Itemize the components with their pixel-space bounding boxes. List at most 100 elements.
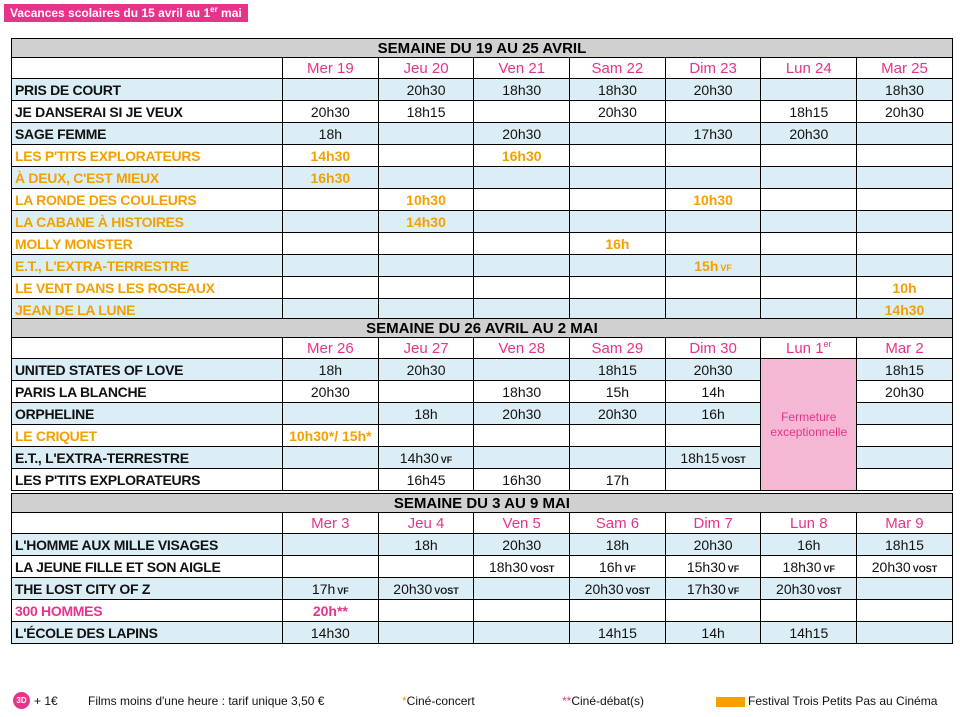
version-vost: VOST xyxy=(625,585,651,596)
film-row: THE LOST CITY OF Z 17h VF 20h30 VOST 20h30… xyxy=(11,577,953,600)
version-vf: VF xyxy=(720,262,732,273)
showtime xyxy=(282,555,379,578)
showtime xyxy=(473,621,571,644)
showtime: 18h xyxy=(282,358,379,381)
showtime: 18h15 VOST xyxy=(664,446,762,469)
day-header: Jeu 4 xyxy=(377,512,475,534)
showtime: 10h xyxy=(856,276,953,299)
day-header: Ven 5 xyxy=(473,512,571,534)
day-header: Mar 9 xyxy=(856,512,953,534)
week-2-corner xyxy=(11,337,283,359)
showtime-value: 15h xyxy=(694,257,719,274)
showtime xyxy=(569,599,666,622)
showtime xyxy=(473,100,571,123)
showtime xyxy=(282,276,379,299)
showtime xyxy=(377,424,475,447)
showtime: 17h30 VF xyxy=(664,577,762,600)
version-vf: VF xyxy=(727,585,740,596)
showtime xyxy=(664,232,762,255)
day-header: Dim 30 xyxy=(664,337,762,359)
showtime xyxy=(282,254,379,277)
showtime xyxy=(473,276,571,299)
film-title: THE LOST CITY OF Z xyxy=(11,577,283,600)
showtime xyxy=(282,533,379,556)
showtime: 20h30 xyxy=(569,100,666,123)
day-header: Jeu 27 xyxy=(377,337,475,359)
week-1-title: SEMAINE DU 19 AU 25 AVRIL xyxy=(11,38,953,58)
showtime xyxy=(856,468,953,491)
showtime xyxy=(473,358,571,381)
version-vf: VF xyxy=(823,563,835,574)
film-row: JE DANSERAI SI JE VEUX 20h30 18h15 20h30… xyxy=(11,100,953,123)
showtime xyxy=(664,144,762,167)
day-header: Sam 22 xyxy=(569,57,666,79)
showtime xyxy=(282,468,379,491)
film-row: LE CRIQUET 10h30*/ 15h* xyxy=(11,424,953,447)
day-header: Lun 1er xyxy=(760,337,858,359)
showtime xyxy=(377,254,475,277)
showtime xyxy=(664,276,762,299)
showtime: 20h30 xyxy=(569,402,666,425)
showtime: 20h30 xyxy=(473,122,571,145)
showtime: 16h30 xyxy=(473,468,571,491)
day-header: Mar 25 xyxy=(856,57,953,79)
showtime xyxy=(569,276,666,299)
week-3-title: SEMAINE DU 3 AU 9 MAI xyxy=(11,493,953,513)
film-title: E.T., L'EXTRA-TERRESTRE xyxy=(11,254,283,277)
showtime: 20h30 xyxy=(377,78,475,101)
showtime xyxy=(760,298,858,321)
showtime xyxy=(856,254,953,277)
showtime: 16h xyxy=(569,232,666,255)
legend-festival: Festival Trois Petits Pas au Cinéma xyxy=(748,694,938,708)
showtime xyxy=(377,555,475,578)
showtime xyxy=(664,468,762,491)
showtime xyxy=(760,599,858,622)
showtime xyxy=(856,621,953,644)
showtime-value: 15h30 xyxy=(686,558,726,575)
version-vf: VF xyxy=(337,585,349,596)
showtime xyxy=(856,144,953,167)
showtime: 20h30 xyxy=(473,533,571,556)
film-row: LES P'TITS EXPLORATEURS 14h30 16h30 xyxy=(11,144,953,167)
showtime: 18h30 VOST xyxy=(473,555,571,578)
showtime xyxy=(664,424,762,447)
showtime: 20h30 xyxy=(856,100,953,123)
showtime: 18h30 xyxy=(473,380,571,403)
legend-star: * xyxy=(402,694,407,708)
showtime: 18h15 xyxy=(856,533,953,556)
film-title: 300 HOMMES xyxy=(11,599,283,622)
showtime xyxy=(664,298,762,321)
showtime: 16h xyxy=(760,533,858,556)
festival-swatch xyxy=(716,697,745,707)
week-2-table: SEMAINE DU 26 AVRIL AU 2 MAI Mer 26 Jeu … xyxy=(11,318,953,491)
vacances-banner: Vacances scolaires du 15 avril au 1er ma… xyxy=(4,4,248,22)
showtime xyxy=(282,210,379,233)
legend-debat-label: Ciné-débat(s) xyxy=(571,694,645,708)
showtime: 20h30 xyxy=(856,380,953,403)
legend-3d-price: + 1€ xyxy=(34,694,58,708)
showtime xyxy=(473,599,571,622)
film-row: UNITED STATES OF LOVE 18h 20h30 18h15 20… xyxy=(11,358,953,491)
version-vost: VOST xyxy=(912,563,938,574)
showtime xyxy=(760,276,858,299)
showtime: 20h** xyxy=(282,599,379,622)
legend-short-films: Films moins d'une heure : tarif unique 3… xyxy=(88,694,325,708)
showtime: 17h30 xyxy=(664,122,762,145)
showtime xyxy=(760,166,858,189)
film-title: JEAN DE LA LUNE xyxy=(11,298,283,321)
showtime: 18h30 xyxy=(856,78,953,101)
showtime: 16h xyxy=(664,402,762,425)
showtime xyxy=(569,424,666,447)
showtime: 20h30 VOST xyxy=(377,577,475,600)
showtime xyxy=(282,188,379,211)
version-vf: VF xyxy=(727,563,740,574)
film-title: LA JEUNE FILLE ET SON AIGLE xyxy=(11,555,283,578)
showtime xyxy=(856,577,953,600)
day-header: Mar 2 xyxy=(856,337,953,359)
showtime xyxy=(760,78,858,101)
film-title: E.T., L'EXTRA-TERRESTRE xyxy=(11,446,283,469)
day-header: Mer 19 xyxy=(282,57,379,79)
showtime xyxy=(473,254,571,277)
showtime xyxy=(569,188,666,211)
film-row: E.T., L'EXTRA-TERRESTRE 15h VF xyxy=(11,254,953,277)
